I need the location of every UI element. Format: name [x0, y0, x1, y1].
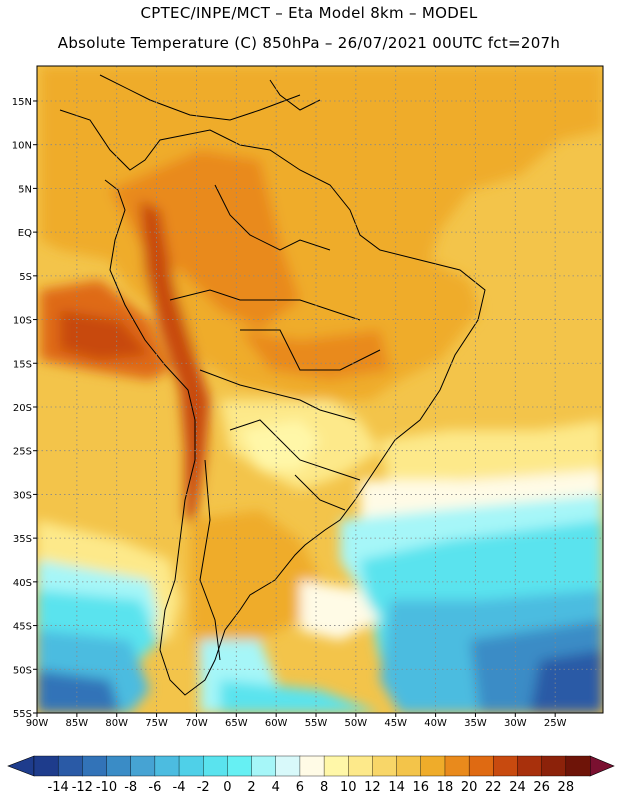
colorbar-swatch	[396, 755, 422, 777]
colorbar-label: 0	[223, 780, 231, 795]
colorbar-label: 10	[340, 780, 357, 795]
lon-tick-label: 75W	[145, 718, 168, 729]
lat-tick-label: EQ	[18, 228, 32, 239]
colorbar-label: 14	[388, 780, 405, 795]
colorbar-swatch	[323, 755, 349, 777]
colorbar-swatch	[348, 755, 373, 777]
colorbar-label: -14	[48, 780, 69, 795]
lat-tick-label: 10N	[12, 141, 32, 152]
colorbar-label: -12	[72, 780, 93, 795]
colorbar-swatch	[82, 755, 108, 777]
colorbar-label: 8	[320, 780, 328, 795]
colorbar-high-arrow	[589, 755, 615, 777]
colorbar-label: -2	[197, 780, 210, 795]
lon-tick-label: 65W	[225, 718, 248, 729]
colorbar-swatch	[541, 755, 567, 777]
colorbar-label: -6	[148, 780, 161, 795]
colorbar-label: 12	[364, 780, 381, 795]
colorbar-label: 26	[533, 780, 550, 795]
colorbar-swatch	[444, 755, 470, 777]
lat-tick-label: 25S	[13, 447, 32, 458]
colorbar-swatch	[372, 755, 398, 777]
colorbar-swatch	[493, 755, 518, 777]
colorbar-label: 24	[509, 780, 526, 795]
lat-tick-label: 5S	[19, 272, 32, 283]
colorbar-label: 2	[247, 780, 255, 795]
colorbar-swatch	[468, 755, 494, 777]
colorbar-label: -4	[173, 780, 186, 795]
lon-tick-label: 60W	[265, 718, 288, 729]
lat-tick-label: 10S	[13, 316, 32, 327]
lat-tick-label: 5N	[18, 184, 32, 195]
colorbar-swatch	[106, 755, 132, 777]
longitude-labels: 90W 85W 80W 75W 70W 65W 60W 55W 50W 45W 40W 35W 30W 2…	[26, 713, 567, 729]
lon-tick-label: 25W	[544, 718, 567, 729]
temperature-field	[37, 66, 603, 713]
lon-tick-label: 40W	[424, 718, 447, 729]
colorbar: -14 -12 -10 -8 -6 -4 -2 0 2 4 6 8 10 12 14 16 18 20 22 24 26…	[7, 755, 615, 795]
map-title: CPTEC/INPE/MCT – Eta Model 8km – MODEL	[140, 4, 478, 22]
lat-tick-label: 20S	[13, 403, 32, 414]
lon-tick-label: 45W	[384, 718, 407, 729]
colorbar-swatch	[178, 755, 204, 777]
colorbar-swatch	[227, 755, 253, 777]
lon-tick-label: 85W	[66, 718, 89, 729]
colorbar-swatch	[299, 755, 325, 777]
lat-tick-label: 30S	[13, 490, 32, 501]
colorbar-swatch	[251, 755, 277, 777]
colorbar-swatch	[275, 755, 301, 777]
lon-tick-label: 90W	[26, 718, 49, 729]
latitude-labels: 15N 10N 5N EQ 5S 10S 15S 20S 25S 30S 35S 40S 45S 50S 5…	[12, 97, 37, 720]
lat-tick-label: 15N	[12, 97, 32, 108]
lon-tick-label: 55W	[305, 718, 328, 729]
lat-tick-label: 55S	[13, 709, 32, 720]
colorbar-label: 18	[437, 780, 454, 795]
colorbar-swatch	[565, 755, 591, 777]
colorbar-label: -8	[124, 780, 137, 795]
lat-tick-label: 15S	[13, 359, 32, 370]
colorbar-label: -10	[96, 780, 117, 795]
colorbar-swatch	[130, 755, 156, 777]
lat-tick-label: 35S	[13, 534, 32, 545]
colorbar-swatch	[517, 755, 543, 777]
lat-tick-label: 45S	[13, 622, 32, 633]
lat-tick-label: 40S	[13, 578, 32, 589]
lon-tick-label: 70W	[185, 718, 208, 729]
lon-tick-label: 30W	[504, 718, 527, 729]
map-frame	[36, 65, 604, 714]
colorbar-label: 28	[558, 780, 575, 795]
lon-tick-label: 80W	[105, 718, 128, 729]
colorbar-swatch	[57, 755, 83, 777]
colorbar-label: 16	[413, 780, 430, 795]
colorbar-swatch	[154, 755, 180, 777]
lon-tick-label: 35W	[464, 718, 487, 729]
map-subtitle: Absolute Temperature (C) 850hPa – 26/07/…	[57, 34, 561, 52]
colorbar-label: 4	[272, 780, 280, 795]
colorbar-swatch	[420, 755, 446, 777]
colorbar-label: 22	[485, 780, 502, 795]
colorbar-swatch	[203, 755, 228, 777]
colorbar-label: 20	[461, 780, 478, 795]
colorbar-low-arrow	[7, 755, 35, 777]
colorbar-swatch	[33, 755, 59, 777]
colorbar-label: 6	[296, 780, 304, 795]
lon-tick-label: 50W	[345, 718, 368, 729]
lat-tick-label: 50S	[13, 665, 32, 676]
